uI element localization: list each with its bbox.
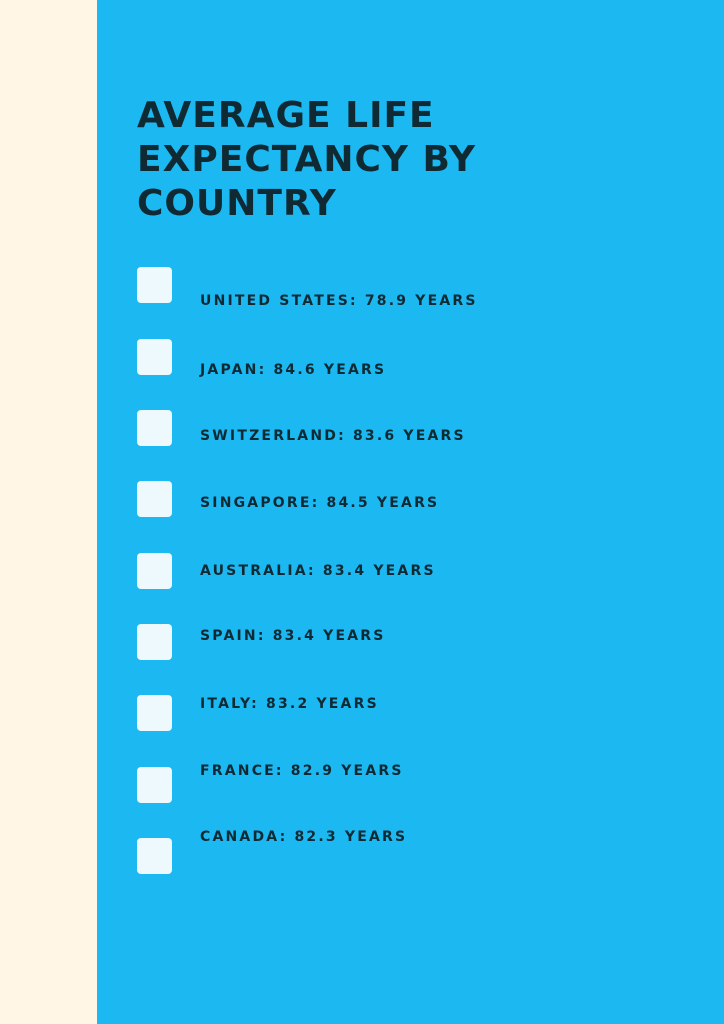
- checkbox-icon[interactable]: [137, 838, 172, 874]
- checklist-item-label: UNITED STATES: 78.9 YEARS: [200, 293, 478, 309]
- checklist-item-label: JAPAN: 84.6 YEARS: [200, 362, 387, 378]
- main-panel: [97, 0, 724, 1024]
- checkbox-icon[interactable]: [137, 624, 172, 660]
- checkbox-icon[interactable]: [137, 410, 172, 446]
- checklist-item-label: SPAIN: 83.4 YEARS: [200, 628, 386, 644]
- checklist-item-label: SINGAPORE: 84.5 YEARS: [200, 495, 440, 511]
- checklist-item-label: AUSTRALIA: 83.4 YEARS: [200, 563, 436, 579]
- checklist-item-label: SWITZERLAND: 83.6 YEARS: [200, 428, 466, 444]
- checkbox-icon[interactable]: [137, 767, 172, 803]
- left-decorative-strip: [0, 0, 97, 1024]
- checklist-item-label: FRANCE: 82.9 YEARS: [200, 763, 404, 779]
- checklist-item-label: ITALY: 83.2 YEARS: [200, 696, 379, 712]
- page-title: AVERAGE LIFE EXPECTANCY BY COUNTRY: [137, 95, 477, 224]
- checkbox-icon[interactable]: [137, 339, 172, 375]
- checkbox-icon[interactable]: [137, 481, 172, 517]
- checkbox-icon[interactable]: [137, 553, 172, 589]
- checkbox-icon[interactable]: [137, 267, 172, 303]
- checkbox-icon[interactable]: [137, 695, 172, 731]
- checklist-item-label: CANADA: 82.3 YEARS: [200, 829, 408, 845]
